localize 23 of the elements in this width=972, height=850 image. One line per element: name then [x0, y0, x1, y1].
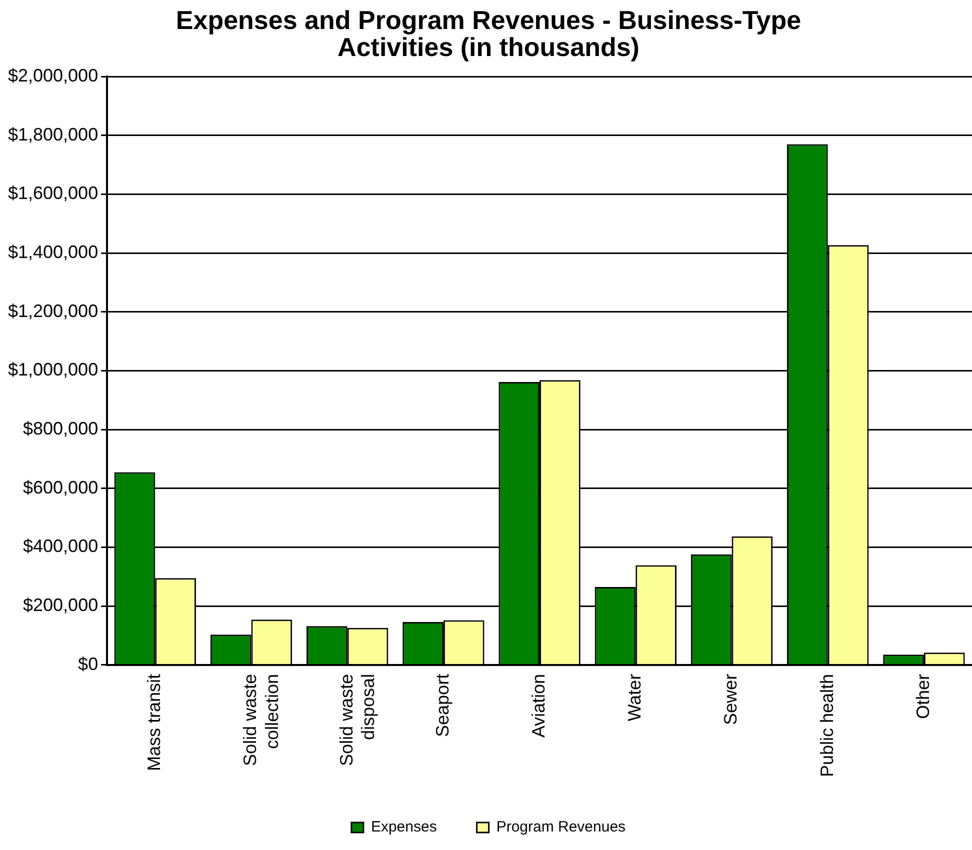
- y-tick-label: $400,000: [23, 536, 98, 556]
- x-tick-label: Mass transit: [144, 674, 164, 771]
- y-tick-label: $1,800,000: [8, 124, 98, 144]
- x-tick-label: Seaport: [432, 674, 452, 737]
- x-tick-label: Other: [912, 674, 933, 719]
- y-tick-label: $600,000: [23, 477, 98, 498]
- chart-title: Expenses and Program Revenues - Business-Type Activities (in thousands): [176, 4, 802, 62]
- x-tick-label: Solid waste disposal: [336, 674, 378, 766]
- y-tick-label: $200,000: [23, 595, 98, 616]
- x-tick-label: Solid waste collection: [240, 674, 282, 766]
- y-tick-label: $1,200,000: [8, 300, 98, 321]
- legend-label: Expenses: [370, 818, 437, 836]
- y-tick-label: $1,400,000: [8, 242, 98, 262]
- y-tick-label: $1,000,000: [8, 360, 98, 380]
- legend-label: Program Revenues: [496, 818, 626, 836]
- x-tick-label: Water: [624, 674, 645, 722]
- x-tick-label: Sewer: [720, 674, 741, 725]
- y-tick-label: $0: [78, 654, 98, 674]
- x-tick-label: Public health: [816, 674, 837, 778]
- x-tick-label: Aviation: [528, 674, 549, 738]
- y-tick-label: $2,000,000: [8, 66, 98, 86]
- y-tick-label: $1,600,000: [8, 183, 98, 204]
- y-tick-label: $800,000: [23, 418, 98, 439]
